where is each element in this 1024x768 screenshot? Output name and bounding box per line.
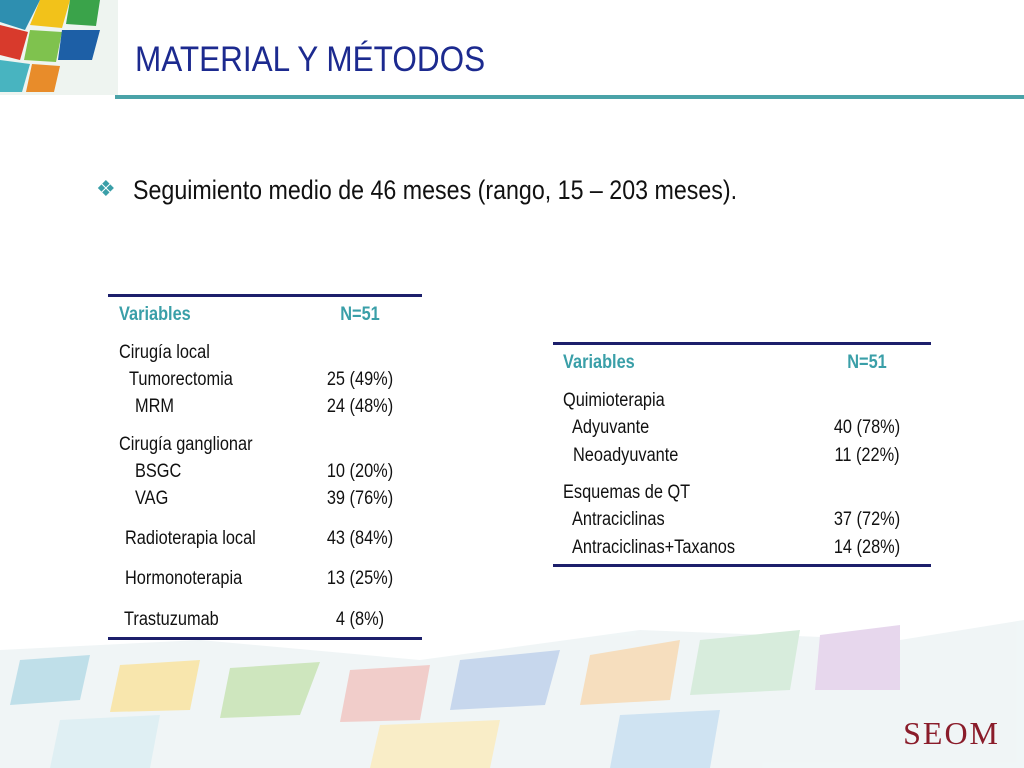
row-label: Antraciclinas+Taxanos — [572, 537, 736, 558]
row-value: 43 (84%) — [326, 528, 394, 549]
table-bottom-rule — [108, 637, 422, 640]
bullet-icon: ❖ — [96, 176, 116, 201]
column-header: N=51 — [340, 304, 380, 325]
row-label: VAG — [135, 488, 169, 509]
row-label: Adyuvante — [572, 417, 650, 438]
row-value: 10 (20%) — [326, 461, 394, 482]
row-label: Radioterapia local — [125, 528, 256, 549]
logo: SEOM — [903, 715, 1000, 751]
row-label: Antraciclinas — [572, 509, 665, 530]
row-label: Tumorectomia — [129, 369, 233, 390]
column-header: N=51 — [847, 352, 887, 373]
logo-mosaic — [0, 0, 118, 95]
row-label: BSGC — [135, 461, 182, 482]
row-value: 24 (48%) — [326, 396, 394, 417]
column-header: Variables — [119, 304, 191, 325]
bottom-mosaic — [0, 620, 1024, 768]
table-bottom-rule — [553, 564, 931, 567]
row-value: 13 (25%) — [326, 568, 394, 589]
row-value: 11 (22%) — [834, 445, 900, 466]
title-rule — [115, 95, 1024, 99]
slide-title: MATERIAL Y MÉTODOS — [135, 40, 486, 79]
row-value: 14 (28%) — [833, 537, 901, 558]
row-value: 40 (78%) — [833, 417, 901, 438]
row-value: 25 (49%) — [326, 369, 394, 390]
row-label: Quimioterapia — [563, 390, 665, 411]
row-value: 37 (72%) — [833, 509, 901, 530]
row-value: 4 (8%) — [335, 609, 385, 630]
column-header: Variables — [563, 352, 635, 373]
row-value: 39 (76%) — [326, 488, 394, 509]
row-label: Neoadyuvante — [573, 445, 679, 466]
row-label: Hormonoterapia — [125, 568, 243, 589]
row-label: Esquemas de QT — [563, 482, 691, 503]
table-top-rule — [108, 294, 422, 297]
bullet-text: Seguimiento medio de 46 meses (rango, 15… — [133, 175, 738, 205]
row-label: Cirugía ganglionar — [119, 434, 253, 455]
row-label: MRM — [135, 396, 175, 417]
row-label: Trastuzumab — [124, 609, 219, 630]
row-label: Cirugía local — [119, 342, 210, 363]
table-top-rule — [553, 342, 931, 345]
